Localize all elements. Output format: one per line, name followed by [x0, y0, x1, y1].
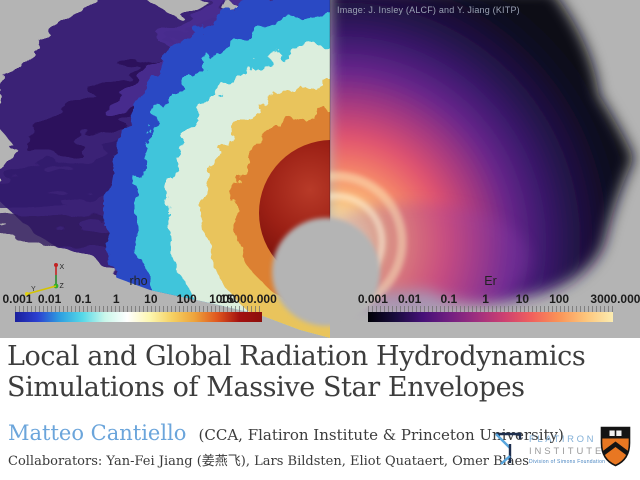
colorbar-er-title: Er — [484, 274, 497, 288]
colorbar-tick: 3000.000 — [590, 292, 640, 306]
colorbar-tick: 0.01 — [397, 292, 422, 306]
colorbar-tick: 100 — [549, 292, 570, 306]
slide-title-line1: Local and Global Radiation Hydrodynamics — [7, 341, 586, 372]
colorbar-er-ticks: 0.001 0.01 0.1 1 10 100 3000.000 — [358, 292, 640, 306]
princeton-shield-logo — [600, 426, 631, 467]
slide-footer: Local and Global Radiation Hydrodynamics… — [0, 338, 640, 480]
z-axis-label: Z — [60, 283, 65, 290]
colorbar-tick: 0.1 — [74, 292, 92, 306]
colorbar-rho: rho 0.001 0.01 0.1 1 10 100 1000 15000.0… — [2, 272, 277, 322]
core-notch — [272, 218, 380, 326]
slide-title: Local and Global Radiation Hydrodynamics… — [7, 341, 586, 403]
colorbar-tick: 1000 — [209, 292, 236, 306]
axes-triad: X Z Y — [25, 263, 65, 296]
colorbar-tick: 0.001 — [2, 292, 33, 306]
author-name: Matteo Cantiello — [8, 421, 187, 445]
flatiron-logo-icon — [495, 432, 522, 465]
colorbar-tick: 0.001 — [357, 292, 388, 306]
colorbar-rho-gradient — [15, 312, 262, 322]
flatiron-logo-tagline: Division of Simons Foundation — [529, 459, 606, 465]
colorbar-rho-ticks: 0.001 0.01 0.1 1 10 100 1000 15000.000 — [2, 292, 276, 306]
collaborators-line: Collaborators: Yan-Fei Jiang (姜燕飞), Lars… — [8, 454, 529, 469]
colorbar-minor-ticks — [15, 306, 262, 312]
x-axis-label: X — [60, 264, 65, 271]
y-axis-label: Y — [31, 286, 36, 293]
volume-render-scene — [0, 0, 634, 338]
colorbar-er-gradient — [368, 312, 613, 322]
slide-title-line2: Simulations of Massive Star Envelopes — [7, 372, 525, 403]
colorbar-tick: 15000.000 — [220, 292, 277, 306]
author-line: Matteo Cantiello (CCA, Flatiron Institut… — [8, 421, 564, 445]
colorbar-tick: 0.01 — [37, 292, 62, 306]
flatiron-institute-logo: FLATIRON INSTITUTE Division of Simons Fo… — [494, 431, 605, 467]
er-volume-render — [330, 0, 634, 313]
flatiron-logo-line1: FLATIRON — [529, 434, 597, 445]
colorbar-tick: 100 — [176, 292, 197, 306]
flatiron-logo-line2: INSTITUTE — [529, 446, 605, 457]
colorbar-tick: 1 — [112, 292, 120, 306]
image-credit: Image: J. Insley (ALCF) and Y. Jiang (KI… — [337, 5, 520, 15]
colorbar-er: Er 0.001 0.01 0.1 1 10 100 3000.000 — [358, 272, 640, 322]
author-affiliation: (CCA, Flatiron Institute & Princeton Uni… — [198, 426, 564, 444]
colorbar-tick: 10 — [515, 292, 530, 306]
x-axis-tip — [54, 263, 58, 267]
simulation-visualization: Image: J. Insley (ALCF) and Y. Jiang (KI… — [0, 0, 640, 338]
colorbar-tick: 1 — [482, 292, 489, 306]
colorbar-tick: 10 — [144, 292, 158, 306]
y-axis-tip — [25, 292, 29, 296]
colorbar-minor-ticks — [368, 306, 613, 312]
colorbar-tick: 0.1 — [440, 292, 458, 306]
colorbar-rho-title: rho — [129, 274, 148, 288]
